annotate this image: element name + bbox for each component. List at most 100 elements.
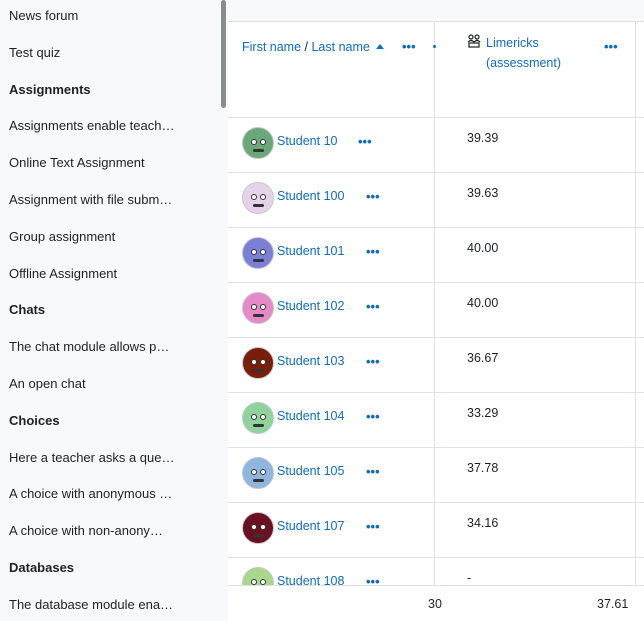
avatar-mouth xyxy=(253,534,264,537)
table-row: Student 104 ••• 33.29 xyxy=(228,393,644,448)
student-name-link[interactable]: Student 103 xyxy=(277,354,345,368)
sidebar-section-heading[interactable]: Databases xyxy=(9,560,75,575)
course-index-sidebar: News forum Test quiz Assignments Assignment… xyxy=(0,0,228,621)
sidebar-activity-link[interactable]: An open chat xyxy=(9,376,86,391)
grade-cell[interactable]: 39.63 xyxy=(467,186,499,200)
sidebar-activity-link[interactable]: Assignments enable teach… xyxy=(9,118,175,134)
sort-by-last-name-link[interactable]: Last name xyxy=(311,40,370,54)
student-actions-icon[interactable]: ••• xyxy=(366,519,380,534)
student-name-link[interactable]: Student 101 xyxy=(277,244,345,258)
sort-ascending-icon[interactable] xyxy=(375,44,384,49)
grade-cell[interactable]: 34.16 xyxy=(467,516,499,530)
avatar-eye xyxy=(260,139,266,145)
name-column-header: First name / Last name xyxy=(242,40,384,54)
avatar-eye xyxy=(251,194,257,200)
student-actions-icon[interactable]: ••• xyxy=(366,189,380,204)
sidebar-activity-link[interactable]: The database module ena… xyxy=(9,596,174,612)
avatar-eye xyxy=(251,304,257,310)
grade-item-link[interactable]: Limericks (assessment) xyxy=(486,36,562,70)
avatar-eye xyxy=(260,524,266,530)
student-name-link[interactable]: Student 100 xyxy=(277,189,345,203)
sidebar-activity-link[interactable]: Online Text Assignment xyxy=(9,155,145,171)
sidebar-activity-link[interactable]: A choice with anonymous … xyxy=(9,486,173,502)
overall-average-row: 30 37.61 xyxy=(228,585,644,621)
student-actions-icon[interactable]: ••• xyxy=(366,354,380,369)
student-actions-icon[interactable]: ••• xyxy=(366,244,380,259)
grade-cell[interactable]: 40.00 xyxy=(467,296,499,310)
name-column-actions-icon[interactable]: ••• xyxy=(402,39,416,54)
grade-item-actions-icon[interactable]: ••• xyxy=(604,39,618,54)
sidebar-activity-link[interactable]: Offline Assignment xyxy=(9,265,118,281)
average-partial-value: 30 xyxy=(428,597,442,611)
column-divider xyxy=(635,22,636,621)
avatar-eye xyxy=(251,249,257,255)
table-row: Student 107 ••• 34.16 xyxy=(228,503,644,558)
student-name-link[interactable]: Student 102 xyxy=(277,299,345,313)
table-top-strip xyxy=(228,0,644,22)
avatar-eye xyxy=(260,304,266,310)
student-name-link[interactable]: Student 108 xyxy=(277,574,345,588)
grade-cell[interactable]: 39.39 xyxy=(467,131,499,145)
avatar[interactable] xyxy=(242,457,274,489)
sidebar-activity-link[interactable]: Here a teacher asks a que… xyxy=(9,449,175,465)
avatar-eye xyxy=(260,359,266,365)
avatar-mouth xyxy=(253,369,264,372)
student-actions-icon[interactable]: ••• xyxy=(366,464,380,479)
avatar-eye xyxy=(260,414,266,420)
limericks-average: 37.61 xyxy=(597,597,629,611)
sidebar-activity-link[interactable]: Group assignment xyxy=(9,228,116,244)
avatar-mouth xyxy=(253,314,264,317)
avatar[interactable] xyxy=(242,292,274,324)
avatar-eye xyxy=(251,414,257,420)
avatar-eye xyxy=(251,359,257,365)
avatar[interactable] xyxy=(242,182,274,214)
avatar-eye xyxy=(260,579,266,585)
sidebar-section-heading[interactable]: Chats xyxy=(9,302,46,318)
sidebar-activity-link[interactable]: A choice with non-anony… xyxy=(9,523,163,539)
avatar-eye xyxy=(260,194,266,200)
student-actions-icon[interactable]: ••• xyxy=(366,299,380,314)
sidebar-activity-link[interactable]: Assignment with file subm… xyxy=(9,192,173,207)
grade-cell[interactable]: 33.29 xyxy=(467,406,499,420)
grade-cell[interactable]: 37.78 xyxy=(467,461,499,475)
grader-report-table: First name / Last name ••• Limericks (as… xyxy=(228,0,644,621)
avatar-mouth xyxy=(253,259,264,262)
table-row: Student 101 ••• 40.00 xyxy=(228,228,644,283)
table-row: Student 102 ••• 40.00 xyxy=(228,283,644,338)
student-name-link[interactable]: Student 107 xyxy=(277,519,345,533)
table-row: Student 10 ••• 39.39 xyxy=(228,118,644,173)
avatar-mouth xyxy=(253,149,264,152)
avatar[interactable] xyxy=(242,237,274,269)
table-row: Student 105 ••• 37.78 xyxy=(228,448,644,503)
hidden-column-menu-icon[interactable] xyxy=(433,45,436,48)
avatar[interactable] xyxy=(242,512,274,544)
student-name-link[interactable]: Student 10 xyxy=(277,134,338,148)
student-name-link[interactable]: Student 105 xyxy=(277,464,345,478)
sidebar-activity-link[interactable]: News forum xyxy=(9,8,79,23)
grade-cell[interactable]: 36.67 xyxy=(467,351,499,365)
sidebar-scrollbar[interactable] xyxy=(221,0,226,108)
sidebar-activity-link[interactable]: Test quiz xyxy=(9,44,61,60)
avatar-eye xyxy=(251,469,257,475)
avatar[interactable] xyxy=(242,127,274,159)
avatar-mouth xyxy=(253,424,264,427)
grade-cell[interactable]: 40.00 xyxy=(467,241,499,255)
avatar-mouth xyxy=(253,479,264,482)
avatar-eye xyxy=(260,249,266,255)
student-actions-icon[interactable]: ••• xyxy=(366,574,380,589)
avatar-eye xyxy=(251,579,257,585)
student-actions-icon[interactable]: ••• xyxy=(366,409,380,424)
sidebar-activity-link[interactable]: The chat module allows p… xyxy=(9,339,170,355)
sort-by-first-name-link[interactable]: First name xyxy=(242,40,302,54)
grade-cell[interactable]: - xyxy=(467,571,472,585)
avatar-eye xyxy=(260,469,266,475)
student-name-link[interactable]: Student 104 xyxy=(277,409,345,423)
table-header-row: First name / Last name ••• Limericks (as… xyxy=(228,23,644,118)
sidebar-section-heading[interactable]: Assignments xyxy=(9,81,91,97)
workshop-icon xyxy=(467,34,481,48)
name-header-separator: / xyxy=(301,40,312,54)
sidebar-section-heading[interactable]: Choices xyxy=(9,412,60,428)
student-actions-icon[interactable]: ••• xyxy=(358,134,372,149)
avatar[interactable] xyxy=(242,347,274,379)
avatar[interactable] xyxy=(242,402,274,434)
